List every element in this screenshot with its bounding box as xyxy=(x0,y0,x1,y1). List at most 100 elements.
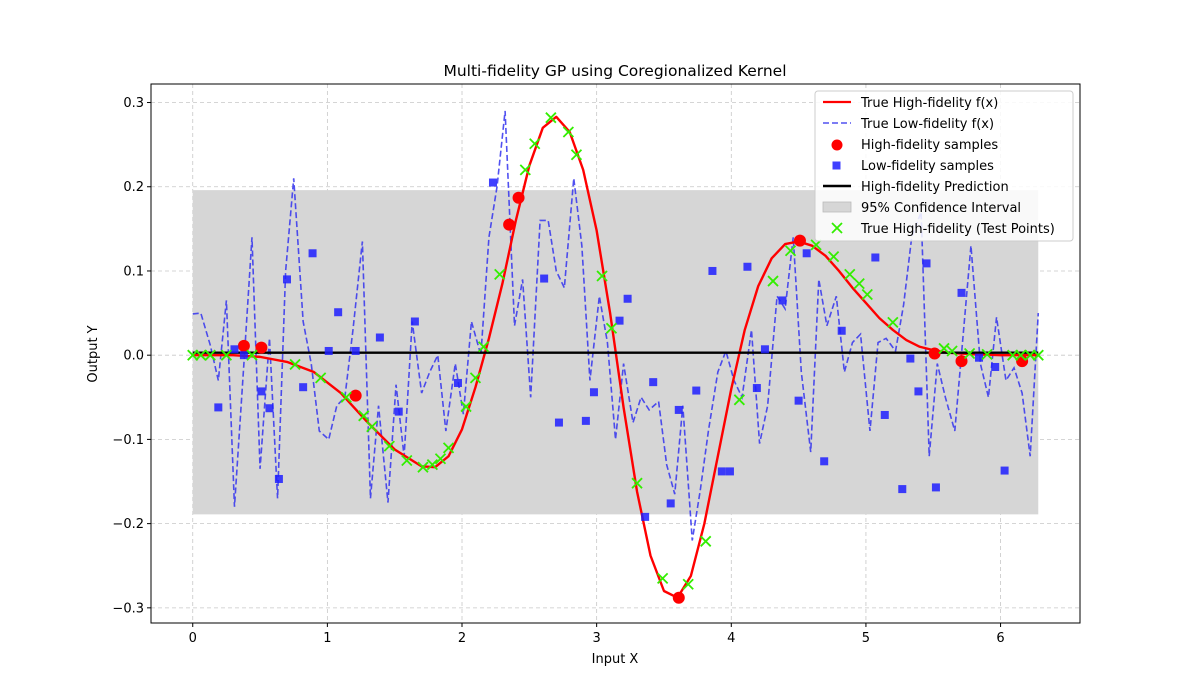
legend-true-lf-label: True Low-fidelity f(x) xyxy=(860,117,994,132)
y-axis-label: Output Y xyxy=(86,325,101,382)
test-point-marker xyxy=(631,477,643,489)
test-point-marker xyxy=(1007,349,1019,361)
low-fidelity-sample-point xyxy=(760,345,769,354)
test-point-marker xyxy=(187,349,199,361)
low-fidelity-sample-point xyxy=(708,266,717,275)
y-tick-label: −0.1 xyxy=(112,433,144,448)
test-point-stroke xyxy=(700,535,712,547)
test-point-stroke xyxy=(784,245,797,257)
y-tick-label: 0.1 xyxy=(123,264,144,279)
low-fidelity-sample-point xyxy=(666,499,675,508)
test-point-marker xyxy=(358,410,370,422)
test-point-marker xyxy=(570,149,583,161)
test-point-stroke xyxy=(545,112,557,124)
plot-area xyxy=(150,83,1081,624)
low-fidelity-sample-point xyxy=(752,384,761,393)
legend-ci-label: 95% Confidence Interval xyxy=(861,201,1021,216)
test-point-marker xyxy=(1015,349,1027,361)
test-point-marker xyxy=(434,453,447,465)
test-point-marker xyxy=(195,349,207,361)
low-fidelity-sample-point xyxy=(898,485,907,494)
legend: True High-fidelity f(x) True Low-fidelit… xyxy=(814,90,1074,242)
low-fidelity-sample-point xyxy=(488,178,497,187)
test-point-stroke xyxy=(366,421,378,433)
test-point-stroke xyxy=(767,275,779,287)
test-point-stroke xyxy=(434,453,447,465)
y-tick-label: 0.2 xyxy=(123,180,144,195)
low-fidelity-sample-point xyxy=(453,378,462,387)
test-point-stroke xyxy=(963,347,976,360)
low-fidelity-sample-point xyxy=(975,353,984,362)
low-fidelity-sample-point xyxy=(692,386,701,395)
test-point-stroke xyxy=(417,461,429,473)
test-point-stroke xyxy=(195,349,207,361)
low-fidelity-sample-point xyxy=(778,296,787,305)
test-point-marker xyxy=(656,572,669,585)
low-fidelity-sample-point xyxy=(649,378,658,387)
low-fidelity-sample-point xyxy=(914,387,923,396)
low-fidelity-sample-point xyxy=(265,404,274,413)
test-point-marker xyxy=(204,349,216,361)
test-point-marker xyxy=(844,268,856,280)
test-point-stroke xyxy=(1024,349,1036,361)
low-fidelity-sample-point xyxy=(230,345,239,354)
test-point-marker xyxy=(827,251,840,263)
test-point-stroke xyxy=(827,251,840,263)
test-point-stroke xyxy=(204,349,216,361)
test-point-stroke xyxy=(469,372,482,384)
low-fidelity-sample-point xyxy=(931,483,940,492)
test-point-stroke xyxy=(682,578,694,590)
test-point-marker xyxy=(417,461,429,473)
legend-box xyxy=(814,90,1074,242)
test-point-stroke xyxy=(401,454,413,467)
test-point-stroke xyxy=(605,322,618,334)
test-point-marker xyxy=(519,164,531,176)
y-tick-label: −0.3 xyxy=(112,601,144,616)
low-fidelity-sample-point xyxy=(324,346,333,355)
test-point-stroke xyxy=(981,348,993,360)
test-point-stroke xyxy=(938,342,950,355)
test-point-marker xyxy=(289,358,301,371)
test-point-marker xyxy=(366,421,378,433)
test-point-marker xyxy=(246,349,258,361)
test-point-stroke xyxy=(529,138,541,150)
low-fidelity-sample-point xyxy=(725,467,734,476)
low-fidelity-sample-point xyxy=(375,333,384,342)
low-fidelity-sample-point xyxy=(615,316,624,325)
test-point-stroke xyxy=(844,268,856,280)
test-point-stroke xyxy=(340,391,352,403)
plot-frame xyxy=(150,83,1081,624)
test-point-stroke xyxy=(562,126,575,138)
test-point-marker xyxy=(1024,349,1036,361)
test-point-marker xyxy=(938,342,950,355)
low-fidelity-sample-point xyxy=(334,308,343,317)
test-point-marker xyxy=(460,400,472,413)
legend-test-points-marker xyxy=(831,222,843,234)
low-fidelity-sample-point xyxy=(351,346,360,355)
low-fidelity-sample-point xyxy=(282,275,291,284)
test-point-marker xyxy=(529,138,541,150)
x-tick-label: 0 xyxy=(189,631,197,646)
high-fidelity-sample-point xyxy=(503,218,516,231)
test-point-marker xyxy=(401,454,413,467)
low-fidelity-sample-point xyxy=(906,354,915,363)
test-point-stroke xyxy=(733,394,746,406)
low-fidelity-sample-point xyxy=(641,512,650,521)
test-point-marker xyxy=(545,112,557,124)
test-point-stroke xyxy=(220,349,233,361)
test-point-stroke xyxy=(946,345,958,357)
low-fidelity-sample-point xyxy=(394,407,403,416)
test-point-marker xyxy=(981,348,993,360)
legend-lf-samples-marker xyxy=(832,161,841,170)
legend-lf-samples-label: Low-fidelity samples xyxy=(861,159,994,174)
test-point-stroke xyxy=(1032,349,1044,361)
low-fidelity-sample-point xyxy=(794,396,803,405)
x-tick-label: 2 xyxy=(458,631,466,646)
legend-test-points-label: True High-fidelity (Test Points) xyxy=(860,222,1055,237)
test-point-stroke xyxy=(861,288,873,301)
high-fidelity-sample-point xyxy=(237,339,250,352)
low-fidelity-sample-point xyxy=(837,326,846,335)
legend-prediction-label: High-fidelity Prediction xyxy=(861,180,1009,195)
test-point-stroke xyxy=(519,164,531,176)
